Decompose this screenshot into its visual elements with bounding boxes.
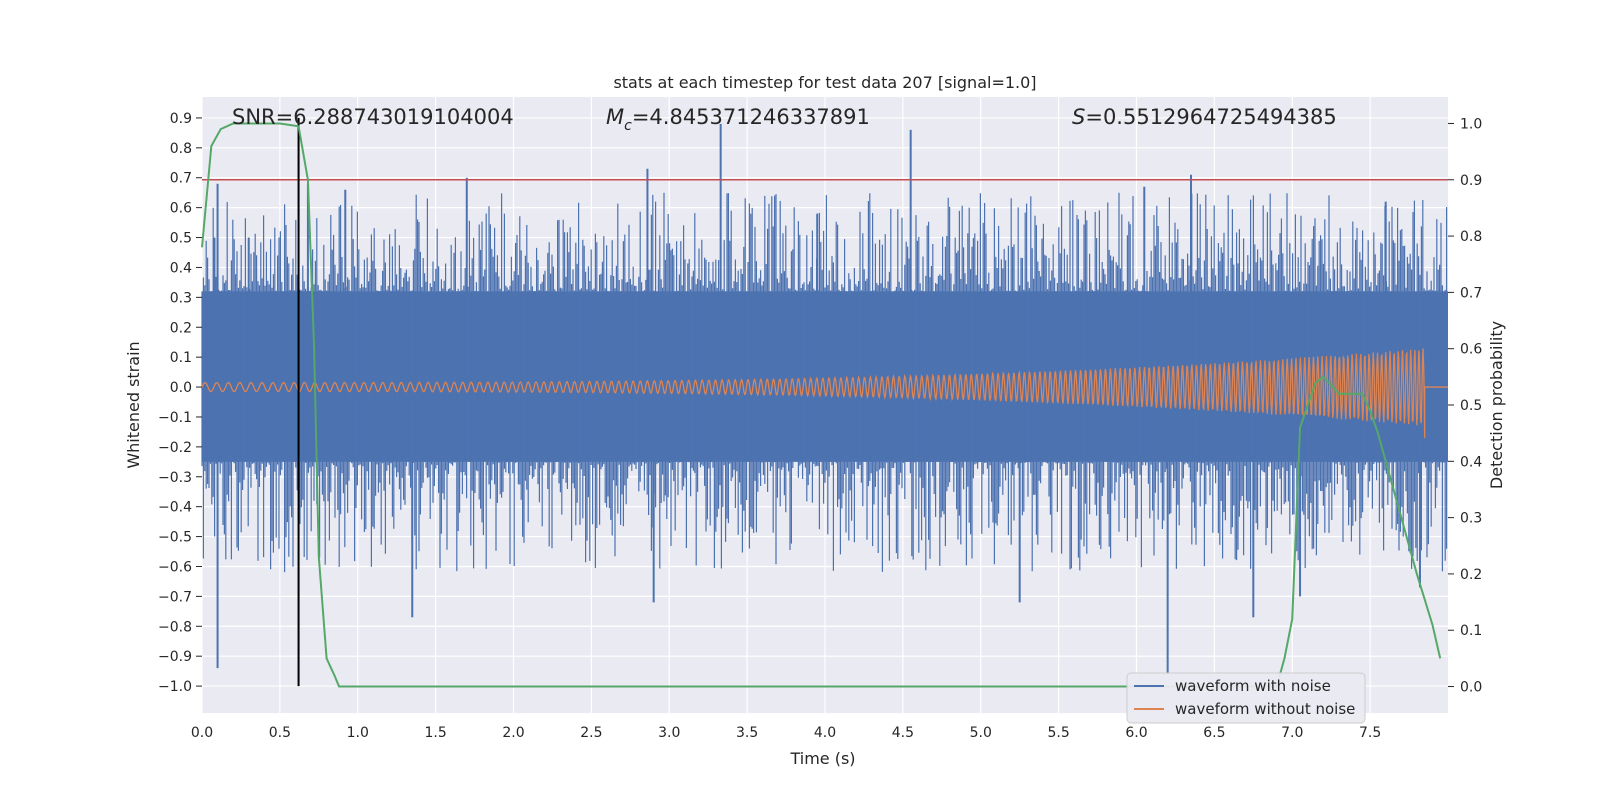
y-tick-label: 0.0 [170, 380, 192, 396]
y-tick-label: −0.9 [158, 649, 192, 665]
clean-waveform-line [201, 348, 1448, 438]
y-tick-label: −0.1 [158, 410, 192, 426]
y2-tick-label: 0.6 [1460, 342, 1482, 358]
y2-tick-label: 0.5 [1460, 398, 1482, 414]
x-tick-label: 7.0 [1281, 725, 1303, 741]
y-tick-label: 0.1 [170, 350, 192, 366]
x-tick-label: 0.0 [191, 725, 213, 741]
y-tick-label: −0.5 [158, 530, 192, 546]
y2-tick-label: 0.8 [1460, 229, 1482, 245]
y-tick-label: 0.6 [170, 201, 192, 217]
y2-tick-label: 0.2 [1460, 567, 1482, 583]
x-tick-label: 5.0 [970, 725, 992, 741]
chirp-mass-value: =4.845371246337891 [632, 105, 870, 129]
legend-entry-noise: waveform with noise [1175, 677, 1331, 695]
y-tick-label: −0.2 [158, 440, 192, 456]
y2-tick-label: 0.4 [1460, 454, 1482, 470]
s-symbol: S [1072, 105, 1085, 129]
legend-box [1126, 672, 1366, 724]
x-axis-label: Time (s) [789, 749, 855, 768]
axes: 0.0 0.5 1.0 1.5 2.0 2.5 3.0 3.5 4.0 4.5 5.0 5.5 6.0 6… [158, 111, 1482, 741]
x-tick-label: 2.0 [502, 725, 524, 741]
chirp-mass-annotation: Mc=4.845371246337891 [606, 105, 870, 134]
chirp-mass-subscript: c [624, 118, 632, 134]
x-tick-label: 1.0 [347, 725, 369, 741]
x-tick-label: 7.5 [1359, 725, 1381, 741]
chirp-mass-symbol: M [606, 105, 624, 129]
y-tick-label: −0.6 [158, 559, 192, 575]
y-tick-label: 0.3 [170, 290, 192, 306]
x-tick-label: 5.5 [1047, 725, 1069, 741]
y-tick-label: −0.4 [158, 500, 192, 516]
y2-tick-label: 0.9 [1460, 173, 1482, 189]
x-tick-label: 0.5 [269, 725, 291, 741]
waveform-with-noise-series [201, 123, 1448, 675]
snr-annotation: SNR=6.288743019104004 [232, 105, 514, 129]
y-tick-label: −0.7 [158, 589, 192, 605]
y-tick-label: 0.9 [170, 111, 192, 127]
y2-tick-label: 1.0 [1460, 116, 1482, 132]
x-tick-label: 1.5 [424, 725, 446, 741]
x-tick-label: 6.5 [1203, 725, 1225, 741]
y2-tick-label: 0.1 [1460, 623, 1482, 639]
y-tick-label: −1.0 [158, 679, 192, 695]
y-tick-label: −0.3 [158, 470, 192, 486]
x-tick-label: 2.5 [580, 725, 602, 741]
y-tick-label: −0.8 [158, 619, 192, 635]
x-tick-label: 3.0 [658, 725, 680, 741]
s-value: =0.5512964725494385 [1085, 105, 1336, 129]
y2-tick-label: 0.0 [1460, 680, 1482, 696]
y-axis-label: Whitened strain [124, 341, 143, 468]
y-tick-label: 0.2 [170, 320, 192, 336]
y-tick-label: 0.4 [170, 260, 192, 276]
y2-tick-label: 0.3 [1460, 511, 1482, 527]
x-tick-label: 3.5 [736, 725, 758, 741]
legend-entry-clean: waveform without noise [1175, 700, 1355, 718]
overlays [202, 117, 1448, 687]
y2-tick-label: 0.7 [1460, 285, 1482, 301]
y-tick-label: 0.7 [170, 171, 192, 187]
x-tick-label: 4.5 [892, 725, 914, 741]
s-annotation: S=0.5512964725494385 [1072, 105, 1337, 129]
y2-axis-label: Detection probability [1487, 321, 1506, 489]
waveform-without-noise-series [201, 348, 1448, 438]
x-tick-label: 4.0 [814, 725, 836, 741]
y-tick-label: 0.5 [170, 231, 192, 247]
y-tick-label: 0.8 [170, 141, 192, 157]
chart-title: stats at each timestep for test data 207… [613, 73, 1036, 92]
x-tick-label: 6.0 [1125, 725, 1147, 741]
legend: waveform with noise waveform without noi… [1126, 672, 1366, 724]
